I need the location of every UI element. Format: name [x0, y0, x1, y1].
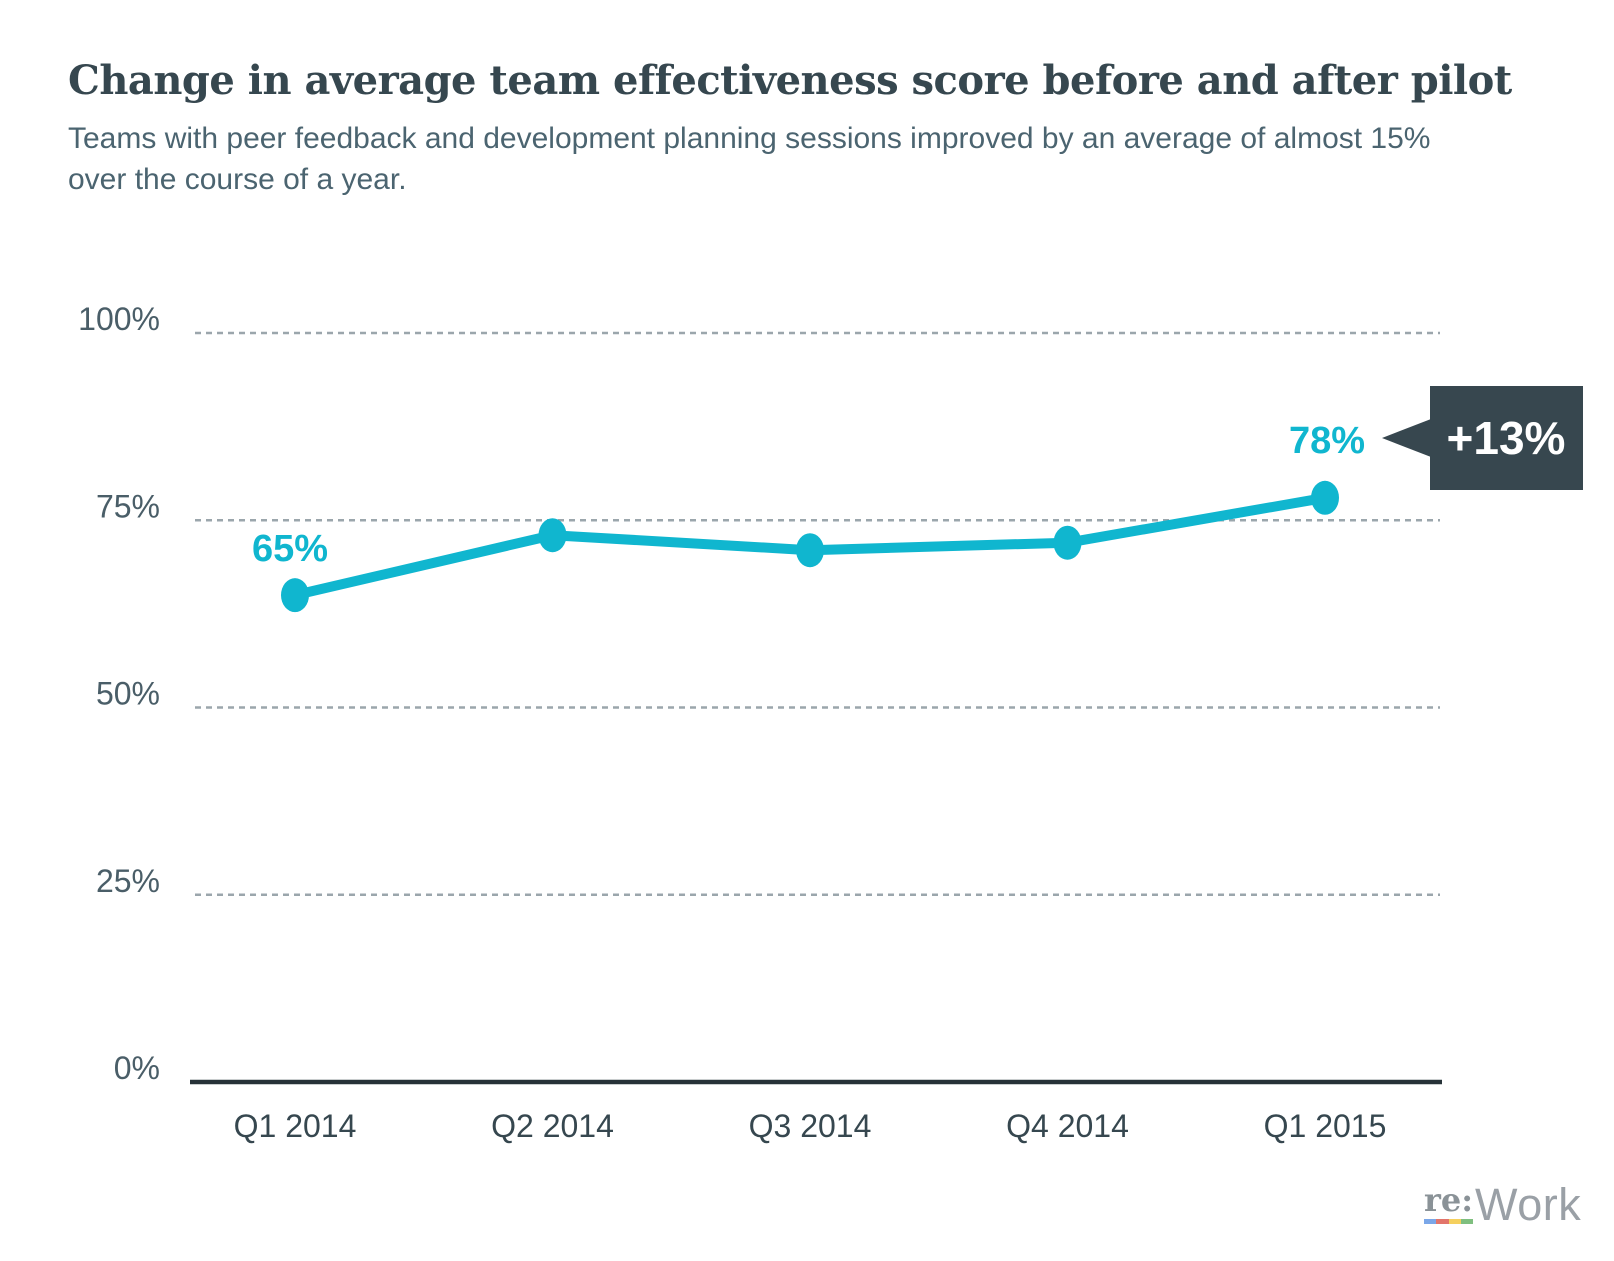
x-tick-label-1: Q2 2014	[491, 1108, 614, 1144]
x-tick-label-2: Q3 2014	[749, 1108, 872, 1144]
callout-arrow	[1382, 419, 1431, 457]
logo-underline-red-segment	[1436, 1219, 1449, 1224]
rework-logo: re: Work	[1424, 1179, 1582, 1231]
data-point-1	[538, 518, 567, 553]
callout-box	[1430, 386, 1583, 490]
last-point-value-label: 78%	[1289, 420, 1365, 462]
y-tick-label-75: 75%	[96, 488, 160, 524]
first-point-value-label: 65%	[252, 528, 328, 570]
rework-logo-re-text: re:	[1424, 1181, 1474, 1219]
data-point-0	[281, 578, 309, 613]
logo-underline-yellow-segment	[1448, 1219, 1461, 1224]
chart-title: Change in average team effectiveness sco…	[68, 57, 1512, 104]
data-point-3	[1053, 525, 1082, 560]
data-point-2	[796, 533, 824, 568]
logo-underline-green-segment	[1460, 1219, 1474, 1224]
logo-underline-blue-segment	[1424, 1219, 1437, 1224]
rework-logo-work-text: Work	[1475, 1179, 1582, 1231]
y-tick-label-25: 25%	[96, 863, 160, 899]
chart-subtitle: Teams with peer feedback and development…	[68, 122, 1431, 197]
rework-logo-re-wrap: re:	[1424, 1181, 1474, 1224]
y-tick-label-0: 0%	[114, 1050, 160, 1086]
y-tick-label-50: 50%	[96, 676, 160, 712]
y-tick-label-100: 100%	[78, 301, 160, 337]
data-point-4	[1311, 480, 1339, 515]
x-tick-label-4: Q1 2015	[1264, 1108, 1387, 1144]
callout-value: +13%	[1447, 412, 1566, 464]
rework-logo-underline	[1424, 1219, 1474, 1224]
x-tick-label-3: Q4 2014	[1006, 1108, 1129, 1144]
x-tick-label-0: Q1 2014	[234, 1108, 357, 1144]
